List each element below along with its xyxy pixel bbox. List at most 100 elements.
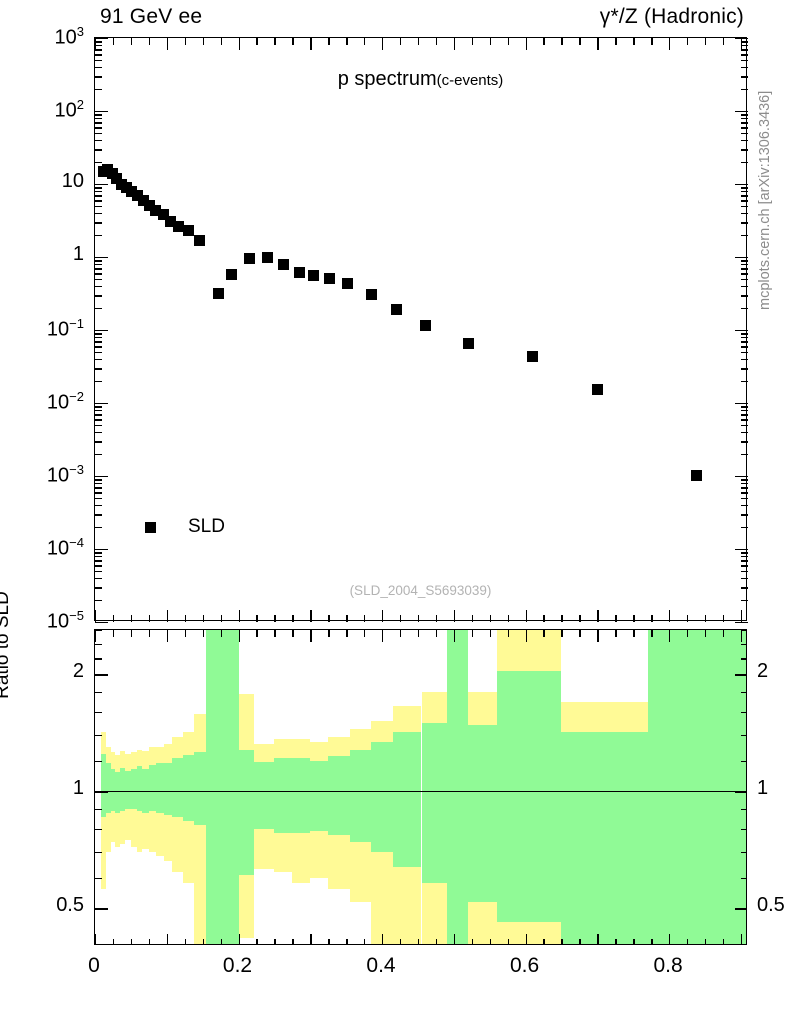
ratio-band-outer [194, 714, 207, 944]
y-minor-tick [741, 45, 748, 47]
y-minor-tick [741, 600, 748, 602]
ratio-y-minor-tick [741, 658, 746, 660]
y-minor-tick [741, 76, 748, 78]
y-minor-tick [95, 419, 102, 421]
ratio-y-axis-tick-label: 2 [72, 660, 84, 683]
y-minor-tick [95, 59, 102, 62]
y-minor-tick [95, 351, 102, 354]
x-minor-tick [704, 38, 707, 45]
data-point [308, 270, 320, 282]
ratio-x-minor-tick [704, 630, 707, 637]
ratio-band-inner [194, 752, 207, 825]
plot-title-main: p spectrum [337, 68, 437, 90]
y-minor-tick [95, 337, 102, 339]
x-major-tick [525, 610, 527, 622]
y-minor-tick [95, 89, 102, 91]
y-minor-tick [95, 162, 102, 164]
x-minor-tick [346, 615, 348, 622]
data-point [365, 288, 377, 300]
ratio-x-minor-tick [399, 630, 402, 637]
ratio-x-minor-tick [489, 630, 492, 637]
ratio-x-major-tick [669, 934, 671, 944]
ratio-y-minor-tick [95, 877, 102, 879]
y-minor-tick [95, 213, 102, 215]
y-minor-tick [741, 368, 748, 370]
y-minor-tick [95, 205, 102, 208]
y-minor-tick [95, 514, 102, 516]
y-minor-tick [741, 578, 748, 580]
y-minor-tick [741, 527, 748, 529]
ratio-y-axis-tick-label: 1 [72, 777, 84, 800]
ratio-y-minor-tick [95, 630, 102, 632]
ratio-y-minor-tick [741, 643, 746, 645]
x-minor-tick [507, 38, 509, 45]
data-point [111, 172, 123, 184]
y-minor-tick [95, 483, 102, 485]
ratio-band-inner [292, 757, 311, 834]
ratio-x-major-tick [525, 630, 527, 642]
x-minor-tick [561, 38, 563, 45]
ratio-band-inner [446, 630, 469, 944]
y-axis-tick-label: 10−5 [46, 608, 84, 633]
ratio-band-inner [647, 630, 746, 944]
ratio-x-minor-tick [292, 630, 294, 637]
y-minor-tick [741, 492, 748, 494]
y-minor-tick [95, 410, 102, 412]
y-minor-tick [741, 59, 748, 62]
y-major-tick [95, 622, 108, 624]
ratio-y-major-tick [95, 908, 108, 910]
ratio-x-major-tick [166, 934, 169, 944]
y-minor-tick [741, 118, 748, 120]
ratio-x-major-tick [740, 934, 743, 944]
ratio-band-inner [120, 767, 126, 811]
data-point [462, 337, 474, 349]
ratio-x-minor-tick [256, 630, 258, 637]
ratio-y-axis-tick-label: 0.5 [56, 894, 84, 917]
x-minor-tick [112, 615, 115, 622]
ratio-reference-line [95, 790, 746, 793]
x-major-tick [238, 610, 240, 622]
ratio-band-inner [238, 749, 255, 875]
y-major-tick [95, 184, 108, 186]
ratio-x-minor-tick [543, 630, 545, 637]
ratio-band-inner [274, 757, 293, 834]
ratio-x-minor-tick [651, 630, 653, 637]
x-minor-tick [471, 38, 474, 45]
y-minor-tick [741, 505, 748, 507]
x-minor-tick [202, 615, 205, 622]
x-minor-tick [274, 38, 276, 45]
ratio-x-minor-tick [489, 939, 492, 944]
x-minor-tick [579, 38, 581, 45]
ratio-x-major-tick [238, 630, 240, 642]
ratio-band-inner [206, 630, 221, 944]
y-minor-tick [741, 114, 748, 116]
ratio-band-inner [136, 766, 143, 811]
y-minor-tick [95, 140, 102, 142]
y-minor-tick [741, 514, 748, 516]
x-minor-tick [256, 38, 258, 45]
process-label: γ*/Z (Hadronic) [599, 5, 744, 28]
x-minor-tick [346, 38, 348, 45]
data-point [137, 194, 149, 206]
x-minor-tick [130, 38, 133, 45]
ratio-x-minor-tick [184, 630, 187, 637]
ratio-x-minor-tick [274, 630, 276, 637]
y-minor-tick [95, 295, 102, 297]
data-point [164, 215, 176, 227]
y-minor-tick [741, 273, 748, 275]
y-minor-tick [741, 205, 748, 208]
ratio-y-minor-tick [741, 760, 746, 762]
data-point [324, 273, 336, 285]
y-minor-tick [741, 200, 748, 202]
y-minor-tick [95, 527, 102, 529]
x-minor-tick [471, 615, 474, 622]
y-minor-tick [741, 286, 748, 288]
ratio-x-minor-tick [651, 939, 653, 944]
x-minor-tick [184, 615, 187, 622]
ratio-x-minor-tick [328, 630, 330, 637]
ratio-band-inner [182, 754, 194, 821]
x-minor-tick [399, 38, 402, 45]
x-axis-tick-label: 0.8 [653, 954, 683, 977]
x-minor-tick [202, 38, 205, 45]
